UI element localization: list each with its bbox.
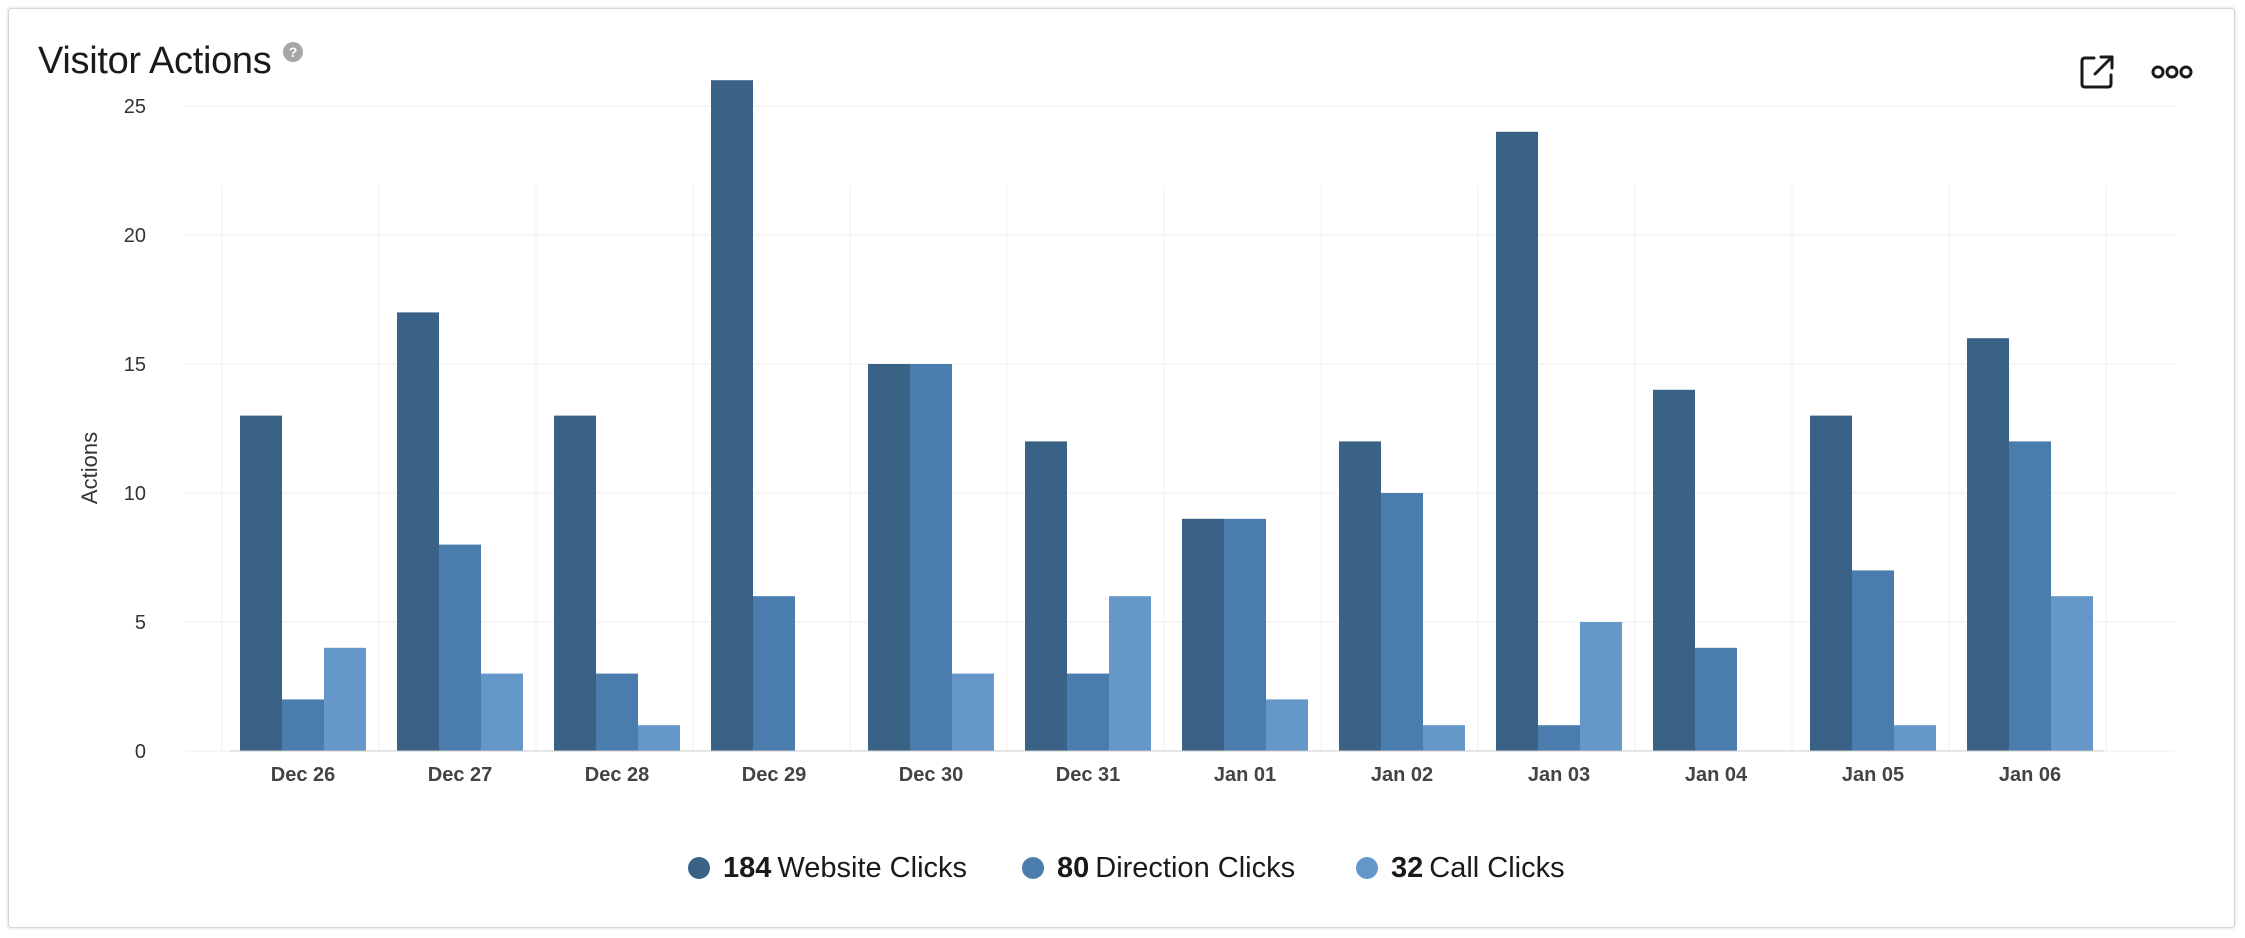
bar-website-clicks-dec-27 bbox=[397, 312, 439, 751]
y-tick-label: 25 bbox=[124, 96, 146, 118]
bar-website-clicks-jan-03 bbox=[1496, 131, 1538, 752]
chart-legend: 184 Website Clicks 80 Direction Clicks 3… bbox=[0, 848, 2245, 888]
bar-direction-clicks-dec-31 bbox=[1067, 673, 1109, 751]
bar-direction-clicks-jan-06 bbox=[2009, 441, 2051, 751]
legend-item-website-clicks[interactable]: 184 Website Clicks bbox=[688, 848, 967, 888]
y-tick-label: 10 bbox=[124, 483, 146, 505]
bar-call-clicks-jan-02 bbox=[1423, 725, 1465, 751]
bar-direction-clicks-jan-02 bbox=[1381, 493, 1423, 751]
bar-website-clicks-dec-30 bbox=[868, 364, 910, 751]
x-tick-label: Dec 29 bbox=[742, 764, 807, 786]
bar-call-clicks-dec-28 bbox=[638, 725, 680, 751]
y-tick-label: 20 bbox=[124, 225, 146, 247]
x-tick-label: Jan 03 bbox=[1528, 764, 1590, 786]
bar-call-clicks-jan-05 bbox=[1894, 725, 1936, 751]
legend-item-direction-clicks[interactable]: 80 Direction Clicks bbox=[1022, 848, 1295, 888]
help-icon[interactable]: ? bbox=[283, 42, 303, 62]
bar-call-clicks-jan-06 bbox=[2051, 596, 2093, 751]
bar-website-clicks-dec-31 bbox=[1025, 441, 1067, 751]
legend-label: Website Clicks bbox=[777, 851, 968, 884]
x-tick-label: Dec 31 bbox=[1056, 764, 1121, 786]
y-axis-label: Actions bbox=[77, 432, 102, 504]
bar-website-clicks-jan-02 bbox=[1339, 441, 1381, 751]
chart-title: Visitor Actions bbox=[38, 40, 272, 82]
bar-direction-clicks-dec-27 bbox=[439, 544, 481, 751]
legend-count: 184 bbox=[723, 851, 772, 884]
bar-call-clicks-jan-01 bbox=[1266, 699, 1308, 751]
x-tick-label: Jan 06 bbox=[1999, 764, 2061, 786]
bar-direction-clicks-jan-05 bbox=[1852, 570, 1894, 751]
bar-website-clicks-dec-28 bbox=[554, 415, 596, 751]
y-tick-label: 5 bbox=[135, 612, 146, 634]
bar-website-clicks-jan-05 bbox=[1810, 415, 1852, 751]
bar-website-clicks-jan-04 bbox=[1653, 389, 1695, 751]
bar-direction-clicks-jan-01 bbox=[1224, 518, 1266, 751]
bar-direction-clicks-dec-26 bbox=[282, 699, 324, 751]
bar-website-clicks-jan-06 bbox=[1967, 338, 2009, 751]
x-tick-label: Dec 30 bbox=[899, 764, 964, 786]
legend-count: 32 bbox=[1391, 851, 1424, 884]
y-tick-label: 0 bbox=[135, 741, 146, 763]
legend-dot-website-clicks bbox=[688, 857, 710, 879]
bar-direction-clicks-dec-28 bbox=[596, 673, 638, 751]
bar-direction-clicks-dec-30 bbox=[910, 364, 952, 751]
axis-layer: 0 5 10 15 20 25 Actions Dec 26 Dec 27 Dec 28 Dec 2… bbox=[77, 96, 2104, 786]
x-tick-label: Dec 26 bbox=[271, 764, 336, 786]
bar-call-clicks-dec-31 bbox=[1109, 596, 1151, 751]
bar-call-clicks-dec-30 bbox=[952, 673, 994, 751]
external-link-icon[interactable] bbox=[2075, 50, 2119, 94]
bar-call-clicks-dec-27 bbox=[481, 673, 523, 751]
x-tick-label: Dec 28 bbox=[585, 764, 650, 786]
bar-layer bbox=[240, 80, 2093, 752]
bar-call-clicks-dec-26 bbox=[324, 647, 366, 751]
bar-call-clicks-jan-03 bbox=[1580, 622, 1622, 751]
bar-direction-clicks-jan-03 bbox=[1538, 725, 1580, 751]
bar-website-clicks-jan-01 bbox=[1182, 518, 1224, 751]
legend-dot-direction-clicks bbox=[1022, 857, 1044, 879]
x-tick-label: Jan 04 bbox=[1685, 764, 1748, 786]
bar-direction-clicks-jan-04 bbox=[1695, 647, 1737, 751]
legend-count: 80 bbox=[1057, 851, 1090, 884]
more-options-icon[interactable] bbox=[2150, 50, 2194, 94]
legend-dot-call-clicks bbox=[1356, 857, 1378, 879]
x-tick-label: Jan 01 bbox=[1214, 764, 1276, 786]
bar-direction-clicks-dec-29 bbox=[753, 596, 795, 751]
x-tick-label: Jan 02 bbox=[1371, 764, 1433, 786]
bar-website-clicks-dec-26 bbox=[240, 415, 282, 751]
legend-item-call-clicks[interactable]: 32 Call Clicks bbox=[1356, 848, 1565, 888]
y-tick-label: 15 bbox=[124, 354, 146, 376]
x-tick-label: Jan 05 bbox=[1842, 764, 1904, 786]
x-tick-label: Dec 27 bbox=[428, 764, 493, 786]
legend-label: Call Clicks bbox=[1429, 851, 1565, 884]
bar-website-clicks-dec-29 bbox=[711, 80, 753, 751]
legend-label: Direction Clicks bbox=[1095, 851, 1296, 884]
